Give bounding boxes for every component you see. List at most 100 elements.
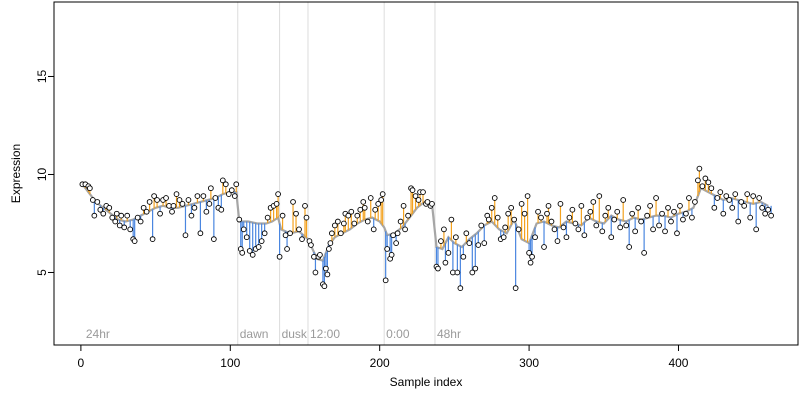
data-point — [296, 226, 302, 233]
data-point — [711, 204, 718, 211]
data-point — [240, 226, 247, 233]
data-point — [741, 202, 748, 209]
data-point — [308, 242, 314, 248]
data-point — [545, 202, 552, 209]
data-point — [394, 230, 401, 237]
data-point — [273, 201, 280, 207]
data-point — [554, 238, 561, 244]
data-point — [173, 191, 180, 197]
data-point — [146, 199, 153, 205]
data-point — [321, 283, 328, 290]
data-point — [665, 204, 671, 211]
data-point — [372, 206, 379, 213]
data-point — [282, 232, 289, 239]
data-point — [445, 250, 452, 256]
data-point — [345, 212, 352, 219]
data-point — [140, 204, 147, 211]
data-point — [735, 218, 742, 225]
data-point — [112, 218, 119, 225]
data-point — [692, 199, 698, 205]
data-point — [500, 234, 507, 241]
data-point — [502, 224, 509, 231]
data-point — [293, 210, 299, 217]
data-point — [475, 242, 482, 248]
data-point — [653, 195, 659, 201]
data-point — [505, 210, 512, 217]
data-point — [623, 222, 630, 229]
data-point — [163, 195, 169, 201]
data-point — [154, 197, 160, 203]
x-axis-title: Sample index — [390, 375, 463, 389]
data-point — [390, 232, 396, 239]
data-point — [584, 214, 591, 221]
data-point — [127, 226, 134, 233]
data-point — [335, 218, 341, 225]
x-tick-label: 100 — [220, 356, 240, 370]
data-point — [747, 214, 754, 221]
data-point — [299, 236, 305, 243]
data-point — [182, 232, 189, 239]
x-tick-label: 200 — [370, 356, 390, 370]
data-point — [454, 269, 461, 276]
marker-label: 12:00 — [310, 327, 340, 341]
data-point — [388, 251, 395, 258]
marker-label: dawn — [240, 327, 269, 341]
data-point — [134, 214, 141, 221]
data-point — [317, 251, 323, 258]
data-point — [357, 206, 364, 213]
data-point — [457, 285, 464, 292]
data-point — [375, 201, 382, 207]
data-point — [402, 226, 408, 233]
data-point — [264, 214, 271, 221]
data-point — [644, 212, 650, 219]
data-point — [557, 201, 564, 207]
marker-label: 48hr — [437, 327, 461, 341]
x-tick-label: 0 — [78, 356, 85, 370]
x-tick-label: 300 — [519, 356, 539, 370]
data-point — [551, 226, 558, 233]
y-tick-label: 15 — [35, 69, 49, 83]
data-points-layer — [79, 165, 774, 292]
data-point — [765, 206, 771, 213]
data-point — [696, 165, 703, 172]
data-point — [753, 226, 760, 233]
data-point — [566, 214, 573, 221]
data-point — [569, 206, 576, 213]
data-point — [635, 204, 641, 211]
data-point — [100, 210, 107, 217]
data-point — [246, 248, 253, 254]
data-point — [185, 197, 192, 203]
data-point — [729, 204, 736, 211]
data-point — [303, 214, 310, 221]
vertical-marker-layer: 24hr dawn dusk 12:00 0:00 48hr — [86, 2, 461, 345]
data-point — [605, 204, 612, 211]
data-point — [212, 195, 219, 201]
data-point — [538, 214, 544, 221]
data-point — [106, 204, 113, 211]
data-point — [541, 244, 547, 250]
data-point — [602, 212, 609, 219]
marker-label: 24hr — [86, 327, 110, 341]
data-point — [382, 277, 389, 284]
data-point — [671, 208, 677, 215]
data-point — [200, 193, 207, 199]
data-point — [581, 232, 588, 239]
data-point — [169, 208, 175, 215]
data-point — [400, 202, 407, 209]
data-point — [714, 195, 721, 201]
data-point — [124, 212, 131, 219]
data-point — [632, 228, 639, 235]
data-point — [512, 285, 519, 292]
data-point — [370, 226, 377, 233]
data-point — [87, 185, 93, 192]
marker-label: 0:00 — [386, 327, 410, 341]
data-point — [683, 210, 689, 217]
data-point — [438, 238, 444, 244]
data-point — [548, 218, 555, 225]
data-point — [686, 195, 692, 201]
data-point — [197, 230, 204, 237]
data-point — [524, 193, 531, 199]
data-point — [415, 197, 422, 203]
data-point — [717, 189, 724, 195]
